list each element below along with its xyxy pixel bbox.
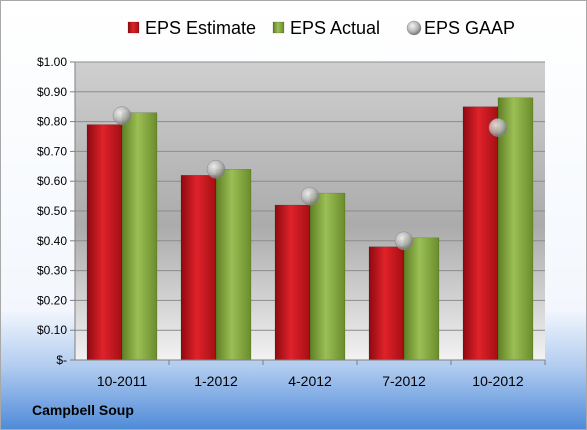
eps-gaap-marker bbox=[488, 118, 508, 137]
x-tick-label: 10-2012 bbox=[472, 373, 524, 389]
y-tick-label: $- bbox=[56, 353, 67, 367]
legend-label: EPS Estimate bbox=[145, 18, 256, 38]
x-tick-label: 1-2012 bbox=[194, 373, 238, 389]
eps-actual-bar bbox=[403, 237, 440, 361]
eps-gaap-marker bbox=[206, 160, 226, 179]
eps-estimate-bar bbox=[368, 246, 405, 361]
eps-estimate-bar bbox=[462, 106, 499, 361]
y-tick-label: $0.30 bbox=[37, 264, 67, 278]
y-tick-label: $0.60 bbox=[37, 174, 67, 188]
eps-actual-bar bbox=[497, 97, 534, 361]
y-tick-label: $0.90 bbox=[37, 85, 67, 99]
legend-label: EPS GAAP bbox=[424, 18, 515, 38]
eps-actual-bar bbox=[121, 112, 158, 361]
eps-estimate-bar bbox=[86, 124, 123, 361]
eps-estimate-bar bbox=[180, 174, 217, 361]
y-tick-label: $1.00 bbox=[37, 55, 67, 69]
y-tick-label: $0.20 bbox=[37, 293, 67, 307]
eps-gaap-marker bbox=[300, 186, 320, 206]
eps-actual-bar bbox=[215, 169, 252, 361]
legend-swatch bbox=[127, 21, 140, 34]
x-tick-label: 10-2011 bbox=[97, 373, 148, 389]
axes: $- $0.10 $0.20 $0.30 $0.40 $0.50 $0.60 $0.70 $0.… bbox=[37, 55, 546, 389]
legend-swatch bbox=[406, 20, 422, 36]
eps-gaap-marker bbox=[112, 106, 132, 125]
legend: EPS Estimate EPS Actual EPS GAAP bbox=[127, 18, 515, 38]
eps-actual-bar bbox=[309, 192, 346, 361]
bars bbox=[86, 97, 534, 361]
y-tick-label: $0.80 bbox=[37, 115, 67, 129]
company-name: Campbell Soup bbox=[32, 402, 134, 418]
eps-gaap-marker bbox=[394, 231, 414, 251]
x-tick-label: 4-2012 bbox=[288, 373, 332, 389]
legend-swatch bbox=[272, 21, 285, 34]
y-tick-label: $0.10 bbox=[37, 323, 67, 337]
y-tick-label: $0.70 bbox=[37, 144, 67, 158]
x-tick-label: 7-2012 bbox=[382, 373, 426, 389]
legend-label: EPS Actual bbox=[290, 18, 380, 38]
y-tick-label: $0.40 bbox=[37, 234, 67, 248]
y-tick-label: $0.50 bbox=[37, 204, 67, 218]
gaap-markers bbox=[112, 106, 508, 251]
eps-estimate-bar bbox=[274, 204, 311, 361]
